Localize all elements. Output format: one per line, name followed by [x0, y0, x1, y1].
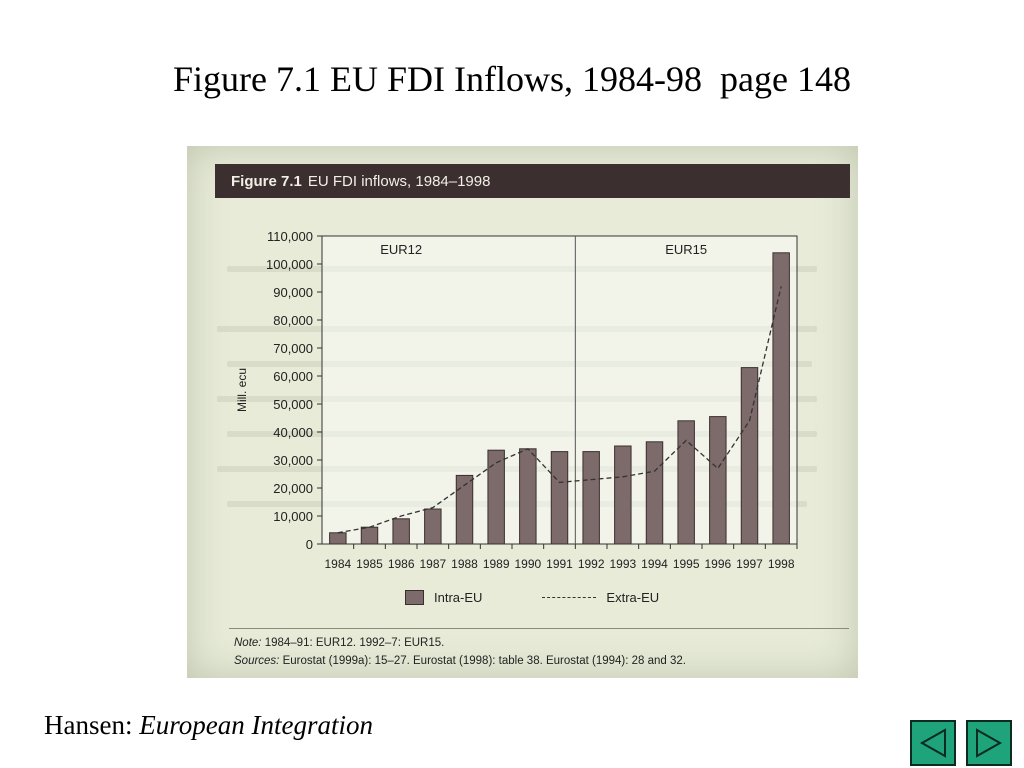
- slide-title: Figure 7.1 EU FDI Inflows, 1984-98 page …: [173, 59, 851, 99]
- bar-intra-eu: [709, 416, 727, 545]
- y-tick-label: 90,000: [273, 285, 313, 300]
- y-axis-label: Mill. ecu: [235, 368, 249, 412]
- figure-notes: Note: 1984–91: EUR12. 1992–7: EUR15. Sou…: [229, 628, 849, 670]
- x-tick-label: 1992: [578, 557, 605, 571]
- bar-intra-eu: [487, 449, 505, 545]
- line-extra-eu: [337, 286, 782, 534]
- sources-label: Sources:: [234, 655, 280, 667]
- bar-intra-eu: [329, 532, 347, 545]
- legend-label-extra-eu: Extra-EU: [606, 590, 660, 605]
- y-tick-label: 50,000: [273, 397, 313, 412]
- bar-intra-eu: [614, 445, 632, 545]
- footer-book-title: European Integration: [139, 710, 373, 740]
- y-tick-label: 60,000: [273, 369, 313, 384]
- region-label-eur12: EUR12: [380, 242, 422, 257]
- y-tick-label: 70,000: [273, 341, 313, 356]
- footer-author: Hansen:: [44, 710, 140, 740]
- sources-line: Sources: Eurostat (1999a): 15–27. Eurost…: [234, 652, 834, 670]
- x-tick-label: 1988: [451, 557, 478, 571]
- y-tick-label: 0: [306, 537, 313, 552]
- note-text: 1984–91: EUR12. 1992–7: EUR15.: [261, 637, 445, 649]
- scanned-figure: Figure 7.1 EU FDI inflows, 1984–1998 0 10…: [187, 146, 858, 678]
- slide-footer: Hansen: European Integration: [44, 710, 373, 741]
- bar-intra-eu: [740, 367, 759, 545]
- x-tick-label: 1989: [483, 557, 510, 571]
- legend-dash-extra-eu: [542, 597, 597, 598]
- bar-intra-eu: [772, 252, 790, 545]
- x-tick-label: 1996: [704, 557, 731, 571]
- bar-intra-eu: [582, 451, 600, 545]
- figure-header: Figure 7.1 EU FDI inflows, 1984–1998: [215, 164, 850, 198]
- legend-label-intra-eu: Intra-EU: [434, 590, 483, 605]
- x-tick-label: 1986: [388, 557, 415, 571]
- bar-intra-eu: [455, 474, 474, 545]
- x-tick-label: 1997: [736, 557, 763, 571]
- y-tick-label: 80,000: [273, 313, 313, 328]
- triangle-left-icon: [919, 728, 946, 758]
- x-tick-label: 1985: [356, 557, 383, 571]
- bar-intra-eu: [519, 448, 537, 545]
- fdi-bar-chart: 0 10,000 20,000 30,000 40,000 50,000 60,000 70,…: [235, 229, 798, 571]
- y-tick-label: 10,000: [273, 509, 313, 524]
- x-tick-label: 1993: [609, 557, 636, 571]
- y-tick-label: 40,000: [273, 425, 313, 440]
- bar-intra-eu: [424, 508, 442, 545]
- next-slide-button[interactable]: [966, 720, 1012, 766]
- figure-label: Figure 7.1: [231, 172, 302, 190]
- y-tick-label: 110,000: [267, 229, 313, 244]
- triangle-right-icon: [976, 728, 1003, 758]
- bar-intra-eu: [550, 451, 569, 545]
- notes-divider: [229, 628, 849, 629]
- x-tick-label: 1991: [546, 557, 573, 571]
- figure-caption: EU FDI inflows, 1984–1998: [307, 172, 491, 190]
- x-tick-label: 1984: [324, 557, 351, 571]
- x-tick-label: 1987: [419, 557, 446, 571]
- y-tick-label: 100,000: [266, 257, 313, 272]
- bar-intra-eu: [677, 420, 695, 545]
- previous-slide-button[interactable]: [910, 720, 956, 766]
- bar-intra-eu: [645, 441, 664, 545]
- note-label: Note:: [234, 637, 262, 649]
- bar-intra-eu: [392, 518, 410, 545]
- x-tick-label: 1995: [673, 557, 700, 571]
- bar-intra-eu: [360, 526, 379, 545]
- y-tick-label: 30,000: [273, 453, 313, 468]
- note-line: Note: 1984–91: EUR12. 1992–7: EUR15.: [234, 634, 834, 652]
- x-tick-label: 1998: [768, 557, 795, 571]
- y-tick-label: 20,000: [273, 481, 313, 496]
- region-label-eur15: EUR15: [665, 242, 707, 257]
- chart-legend: Intra-EU Extra-EU: [405, 590, 659, 605]
- sources-text: Eurostat (1999a): 15–27. Eurostat (1998)…: [279, 655, 686, 667]
- legend-swatch-intra-eu: [405, 590, 424, 605]
- x-tick-label: 1994: [641, 557, 668, 571]
- x-tick-label: 1990: [514, 557, 541, 571]
